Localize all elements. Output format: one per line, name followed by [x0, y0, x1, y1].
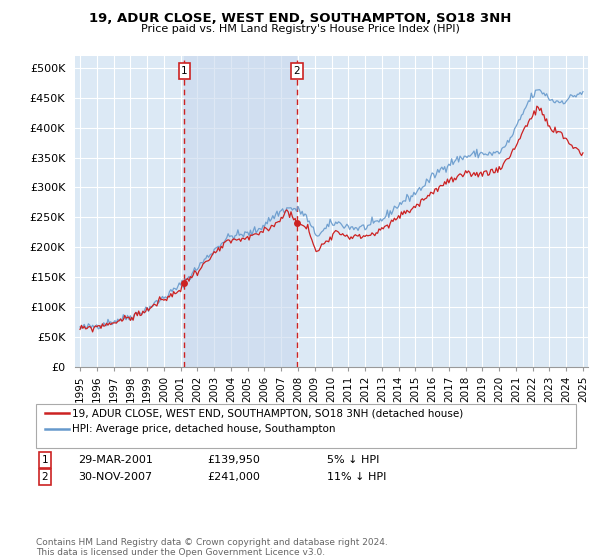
Text: 11% ↓ HPI: 11% ↓ HPI	[327, 472, 386, 482]
Text: HPI: Average price, detached house, Southampton: HPI: Average price, detached house, Sout…	[72, 424, 335, 434]
Text: 29-MAR-2001: 29-MAR-2001	[78, 455, 153, 465]
Text: Price paid vs. HM Land Registry's House Price Index (HPI): Price paid vs. HM Land Registry's House …	[140, 24, 460, 34]
Text: 19, ADUR CLOSE, WEST END, SOUTHAMPTON, SO18 3NH (detached house): 19, ADUR CLOSE, WEST END, SOUTHAMPTON, S…	[72, 408, 463, 418]
Text: 30-NOV-2007: 30-NOV-2007	[78, 472, 152, 482]
Text: £139,950: £139,950	[207, 455, 260, 465]
Text: 19, ADUR CLOSE, WEST END, SOUTHAMPTON, SO18 3NH: 19, ADUR CLOSE, WEST END, SOUTHAMPTON, S…	[89, 12, 511, 25]
Text: £241,000: £241,000	[207, 472, 260, 482]
Text: 1: 1	[181, 66, 188, 76]
Text: 1: 1	[41, 455, 49, 465]
Bar	[184, 56, 296, 367]
Text: Contains HM Land Registry data © Crown copyright and database right 2024.
This d: Contains HM Land Registry data © Crown c…	[36, 538, 388, 557]
Text: 2: 2	[293, 66, 300, 76]
Text: 2: 2	[41, 472, 49, 482]
Text: 5% ↓ HPI: 5% ↓ HPI	[327, 455, 379, 465]
